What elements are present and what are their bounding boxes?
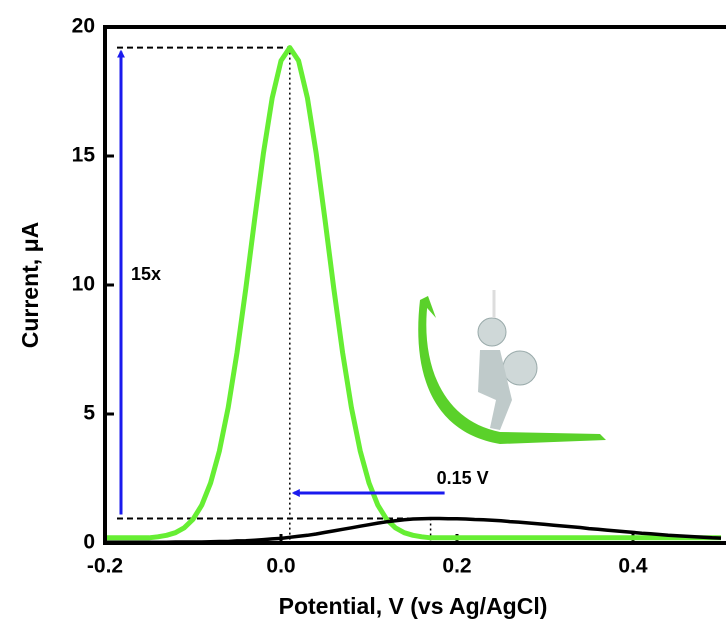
x-tick-label: -0.2 bbox=[87, 555, 123, 578]
x-tick-label: 0.4 bbox=[618, 555, 648, 578]
series-line bbox=[105, 45, 721, 541]
x-tick-label: 0.2 bbox=[442, 555, 471, 578]
y-tick-label: 0 bbox=[83, 531, 95, 554]
y-axis-label: Current, μA bbox=[17, 222, 43, 349]
y-tick-label: 10 bbox=[72, 273, 95, 296]
x-tick-label: 0.0 bbox=[266, 555, 295, 578]
plot-frame bbox=[103, 25, 726, 545]
annotation: 15x bbox=[131, 264, 161, 284]
annotation: 0.15 V bbox=[437, 468, 489, 488]
illustration bbox=[418, 290, 606, 444]
y-tick-label: 5 bbox=[83, 402, 95, 425]
y-tick-label: 15 bbox=[72, 144, 96, 167]
x-axis-label: Potential, V (vs Ag/AgCl) bbox=[279, 593, 548, 619]
y-tick-label: 20 bbox=[72, 15, 95, 38]
